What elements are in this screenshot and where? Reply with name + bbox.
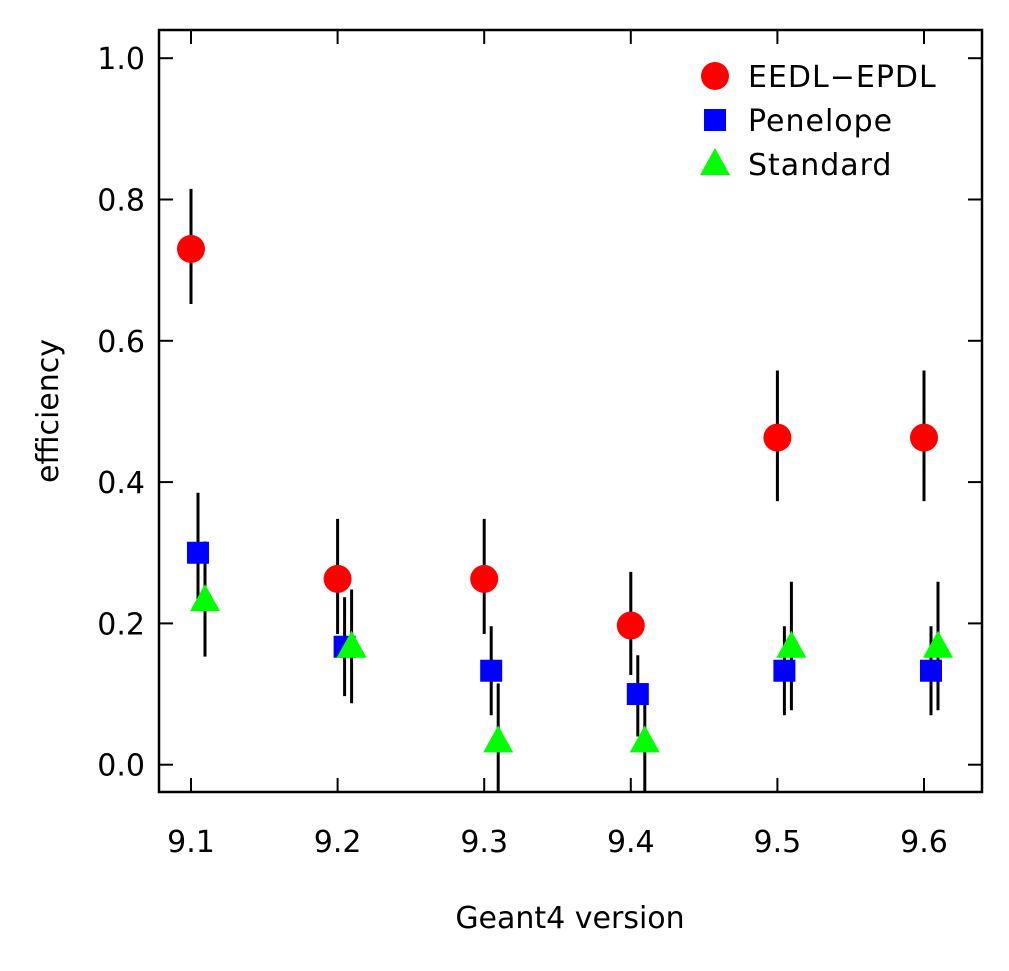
triangle-point bbox=[483, 725, 514, 753]
y-tick-label: 1.0 bbox=[97, 42, 145, 77]
legend-triangle-marker bbox=[700, 148, 730, 175]
x-axis-title: Geant4 version bbox=[455, 901, 684, 936]
legend-label: Standard bbox=[748, 148, 892, 183]
tick-labels: 0.0 0.2 0.4 0.6 0.8 1.0 9.1 9.2 9.3 9.4 9.5 9.6 bbox=[97, 42, 948, 860]
square-point bbox=[773, 659, 796, 682]
x-tick-label: 9.1 bbox=[167, 825, 215, 860]
circle-point bbox=[470, 564, 499, 593]
square-point bbox=[480, 659, 503, 682]
y-tick-label: 0.2 bbox=[97, 607, 145, 642]
x-tick-label: 9.5 bbox=[754, 825, 802, 860]
triangle-point bbox=[776, 630, 807, 658]
x-tick-label: 9.6 bbox=[900, 825, 948, 860]
legend: EEDL−EPDL Penelope Standard bbox=[700, 60, 937, 183]
square-point bbox=[920, 659, 942, 682]
plot-frame bbox=[157, 28, 984, 794]
y-tick-label: 0.0 bbox=[97, 749, 145, 784]
square-point bbox=[187, 541, 209, 564]
triangle-point bbox=[629, 725, 660, 753]
circle-point bbox=[323, 564, 352, 593]
y-tick-label: 0.8 bbox=[97, 184, 145, 219]
circle-point bbox=[763, 423, 792, 452]
y-tick-label: 0.6 bbox=[97, 325, 145, 360]
x-tick-label: 9.3 bbox=[460, 825, 508, 860]
legend-circle-marker bbox=[701, 62, 729, 90]
triangle-point bbox=[336, 630, 367, 658]
x-tick-label: 9.4 bbox=[607, 825, 655, 860]
square-point bbox=[626, 683, 649, 706]
legend-label: Penelope bbox=[748, 104, 893, 139]
circle-point bbox=[910, 423, 938, 452]
y-axis-title: efficiency bbox=[31, 339, 66, 483]
circle-point bbox=[616, 611, 645, 640]
y-tick-label: 0.4 bbox=[97, 466, 145, 501]
data-markers bbox=[177, 234, 953, 753]
error-bars bbox=[189, 188, 940, 792]
x-tick-label: 9.2 bbox=[314, 825, 362, 860]
triangle-point bbox=[190, 584, 220, 612]
legend-label: EEDL−EPDL bbox=[748, 60, 937, 95]
circle-point bbox=[177, 234, 205, 263]
triangle-point bbox=[923, 630, 953, 658]
axis-ticks bbox=[159, 30, 982, 792]
legend-square-marker bbox=[704, 109, 726, 131]
